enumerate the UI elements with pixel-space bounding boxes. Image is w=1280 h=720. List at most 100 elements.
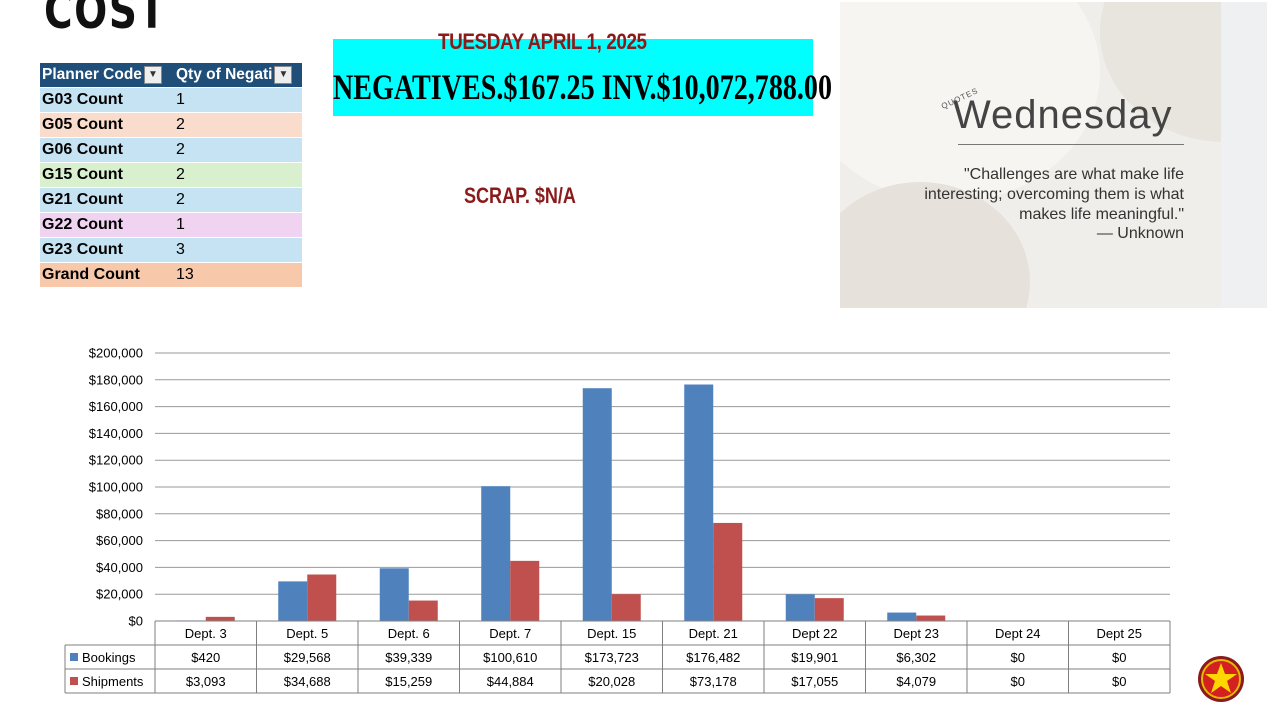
category-label: Dept 23 bbox=[893, 626, 939, 641]
pivot-row[interactable]: G05 Count 2 bbox=[40, 112, 302, 138]
quote-author: — Unknown bbox=[1096, 225, 1184, 242]
qty-cell[interactable]: 1 bbox=[174, 87, 302, 113]
summary-banner bbox=[333, 39, 813, 116]
legend-key-shipments bbox=[70, 677, 78, 685]
legend-label: Shipments bbox=[82, 674, 144, 689]
data-label: $29,568 bbox=[284, 650, 331, 665]
category-label: Dept. 6 bbox=[388, 626, 430, 641]
scrap-text: SCRAP. $N/A bbox=[464, 183, 576, 208]
y-tick-label: $200,000 bbox=[89, 346, 143, 361]
data-label: $3,093 bbox=[186, 674, 226, 689]
planner-code-cell[interactable]: G15 Count bbox=[40, 162, 174, 188]
y-tick-label: $20,000 bbox=[96, 587, 143, 602]
bar-shipments bbox=[611, 594, 641, 621]
data-label: $34,688 bbox=[284, 674, 331, 689]
data-label: $44,884 bbox=[487, 674, 534, 689]
data-label: $0 bbox=[1112, 650, 1126, 665]
negatives-pivot-table: Planner Code ▼ Qty of Negati ▼ G03 Count 1 G… bbox=[40, 63, 302, 288]
qty-cell[interactable]: 2 bbox=[174, 137, 302, 163]
qty-cell[interactable]: 13 bbox=[174, 262, 302, 288]
y-tick-label: $100,000 bbox=[89, 480, 143, 495]
pivot-row[interactable]: G03 Count 1 bbox=[40, 87, 302, 113]
bar-bookings bbox=[785, 594, 815, 621]
y-tick-label: $160,000 bbox=[89, 399, 143, 414]
data-label: $173,723 bbox=[585, 650, 639, 665]
data-label: $20,028 bbox=[588, 674, 635, 689]
data-label: $17,055 bbox=[791, 674, 838, 689]
y-tick-label: $120,000 bbox=[89, 453, 143, 468]
qty-header[interactable]: Qty of Negati ▼ bbox=[174, 63, 302, 88]
data-label: $19,901 bbox=[791, 650, 838, 665]
category-label: Dept. 5 bbox=[286, 626, 328, 641]
bar-bookings bbox=[379, 568, 409, 621]
planner-code-cell[interactable]: G23 Count bbox=[40, 237, 174, 263]
data-label: $15,259 bbox=[385, 674, 432, 689]
planner-code-cell[interactable]: G06 Count bbox=[40, 137, 174, 163]
data-label: $0 bbox=[1011, 674, 1025, 689]
planner-code-cell[interactable]: G03 Count bbox=[40, 87, 174, 113]
y-tick-label: $80,000 bbox=[96, 506, 143, 521]
data-label: $6,302 bbox=[896, 650, 936, 665]
category-label: Dept. 3 bbox=[185, 626, 227, 641]
category-label: Dept. 7 bbox=[489, 626, 531, 641]
quote-title: Wednesday bbox=[953, 93, 1173, 137]
bar-bookings bbox=[481, 486, 511, 621]
qty-cell[interactable]: 2 bbox=[174, 112, 302, 138]
pivot-row[interactable]: G06 Count 2 bbox=[40, 137, 302, 163]
filter-dropdown-icon[interactable]: ▼ bbox=[143, 65, 162, 84]
y-tick-label: $180,000 bbox=[89, 372, 143, 387]
y-tick-label: $0 bbox=[129, 614, 143, 629]
category-label: Dept. 21 bbox=[689, 626, 738, 641]
data-label: $0 bbox=[1011, 650, 1025, 665]
bar-shipments bbox=[916, 615, 946, 621]
bar-shipments bbox=[814, 598, 844, 621]
page-title: COST bbox=[44, 0, 167, 40]
data-label: $73,178 bbox=[690, 674, 737, 689]
bar-shipments bbox=[205, 616, 235, 621]
pivot-row[interactable]: G23 Count 3 bbox=[40, 237, 302, 263]
report-date: TUESDAY APRIL 1, 2025 bbox=[438, 29, 647, 54]
planner-code-cell[interactable]: G05 Count bbox=[40, 112, 174, 138]
pivot-row[interactable]: G22 Count 1 bbox=[40, 212, 302, 238]
bar-shipments bbox=[510, 560, 540, 621]
data-label: $100,610 bbox=[483, 650, 537, 665]
quote-card: QUOTES Wednesday "Challenges are what ma… bbox=[840, 2, 1267, 308]
category-label: Dept 25 bbox=[1096, 626, 1142, 641]
planner-code-cell[interactable]: G21 Count bbox=[40, 187, 174, 213]
bar-shipments bbox=[307, 574, 337, 621]
planner-code-cell[interactable]: G22 Count bbox=[40, 212, 174, 238]
quote-body: "Challenges are what make life interesti… bbox=[924, 166, 1184, 223]
bar-shipments bbox=[408, 600, 438, 621]
data-label: $420 bbox=[191, 650, 220, 665]
planner-code-header[interactable]: Planner Code ▼ bbox=[40, 63, 174, 88]
y-tick-label: $60,000 bbox=[96, 533, 143, 548]
bar-bookings bbox=[887, 612, 917, 621]
y-tick-label: $140,000 bbox=[89, 426, 143, 441]
bar-shipments bbox=[713, 522, 743, 621]
legend-label: Bookings bbox=[82, 650, 136, 665]
data-label: $4,079 bbox=[896, 674, 936, 689]
qty-cell[interactable]: 3 bbox=[174, 237, 302, 263]
bar-bookings bbox=[278, 581, 308, 621]
pivot-row[interactable]: Grand Count 13 bbox=[40, 262, 302, 288]
category-label: Dept. 15 bbox=[587, 626, 636, 641]
planner-code-cell[interactable]: Grand Count bbox=[40, 262, 174, 288]
category-label: Dept 24 bbox=[995, 626, 1041, 641]
y-tick-label: $40,000 bbox=[96, 560, 143, 575]
quote-divider bbox=[958, 144, 1184, 145]
bar-bookings bbox=[582, 388, 612, 621]
data-label: $0 bbox=[1112, 674, 1126, 689]
qty-cell[interactable]: 2 bbox=[174, 162, 302, 188]
data-label: $39,339 bbox=[385, 650, 432, 665]
legend-key-bookings bbox=[70, 653, 78, 661]
pivot-row[interactable]: G15 Count 2 bbox=[40, 162, 302, 188]
category-label: Dept 22 bbox=[792, 626, 838, 641]
filter-dropdown-icon[interactable]: ▼ bbox=[274, 65, 293, 84]
pivot-row[interactable]: G21 Count 2 bbox=[40, 187, 302, 213]
qty-cell[interactable]: 2 bbox=[174, 187, 302, 213]
qty-cell[interactable]: 1 bbox=[174, 212, 302, 238]
star-logo-icon bbox=[1198, 656, 1244, 702]
negatives-inventory-text: NEGATIVES.$167.25 INV.$10,072,788.00 bbox=[333, 67, 833, 107]
bar-bookings bbox=[684, 384, 714, 621]
